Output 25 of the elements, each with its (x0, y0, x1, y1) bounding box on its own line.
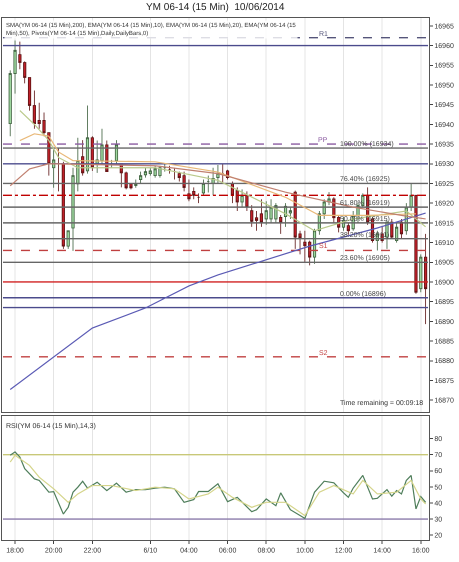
candlestick (221, 163, 224, 184)
candlestick (400, 218, 404, 240)
candlestick (260, 198, 263, 228)
candlestick (56, 148, 60, 192)
candlestick (66, 230, 70, 250)
line-series (19, 110, 426, 232)
candlestick (410, 183, 413, 212)
candlestick (206, 175, 210, 193)
candlestick (288, 206, 292, 220)
candlestick (52, 148, 56, 188)
chart-title: YM 06-14 (15 Min) 10/06/2014 (146, 2, 285, 13)
candlestick (424, 234, 428, 325)
candlestick (163, 163, 166, 172)
candlestick (202, 179, 206, 196)
candlestick (100, 128, 104, 164)
candlestick (139, 171, 142, 184)
candlestick (172, 167, 176, 180)
candlestick (419, 254, 422, 293)
candlestick (197, 192, 200, 204)
candlestick (71, 167, 75, 252)
candlestick (279, 214, 282, 234)
line-series (19, 133, 417, 216)
candlestick (168, 165, 172, 174)
candlestick (240, 188, 244, 208)
line-series (10, 212, 426, 390)
